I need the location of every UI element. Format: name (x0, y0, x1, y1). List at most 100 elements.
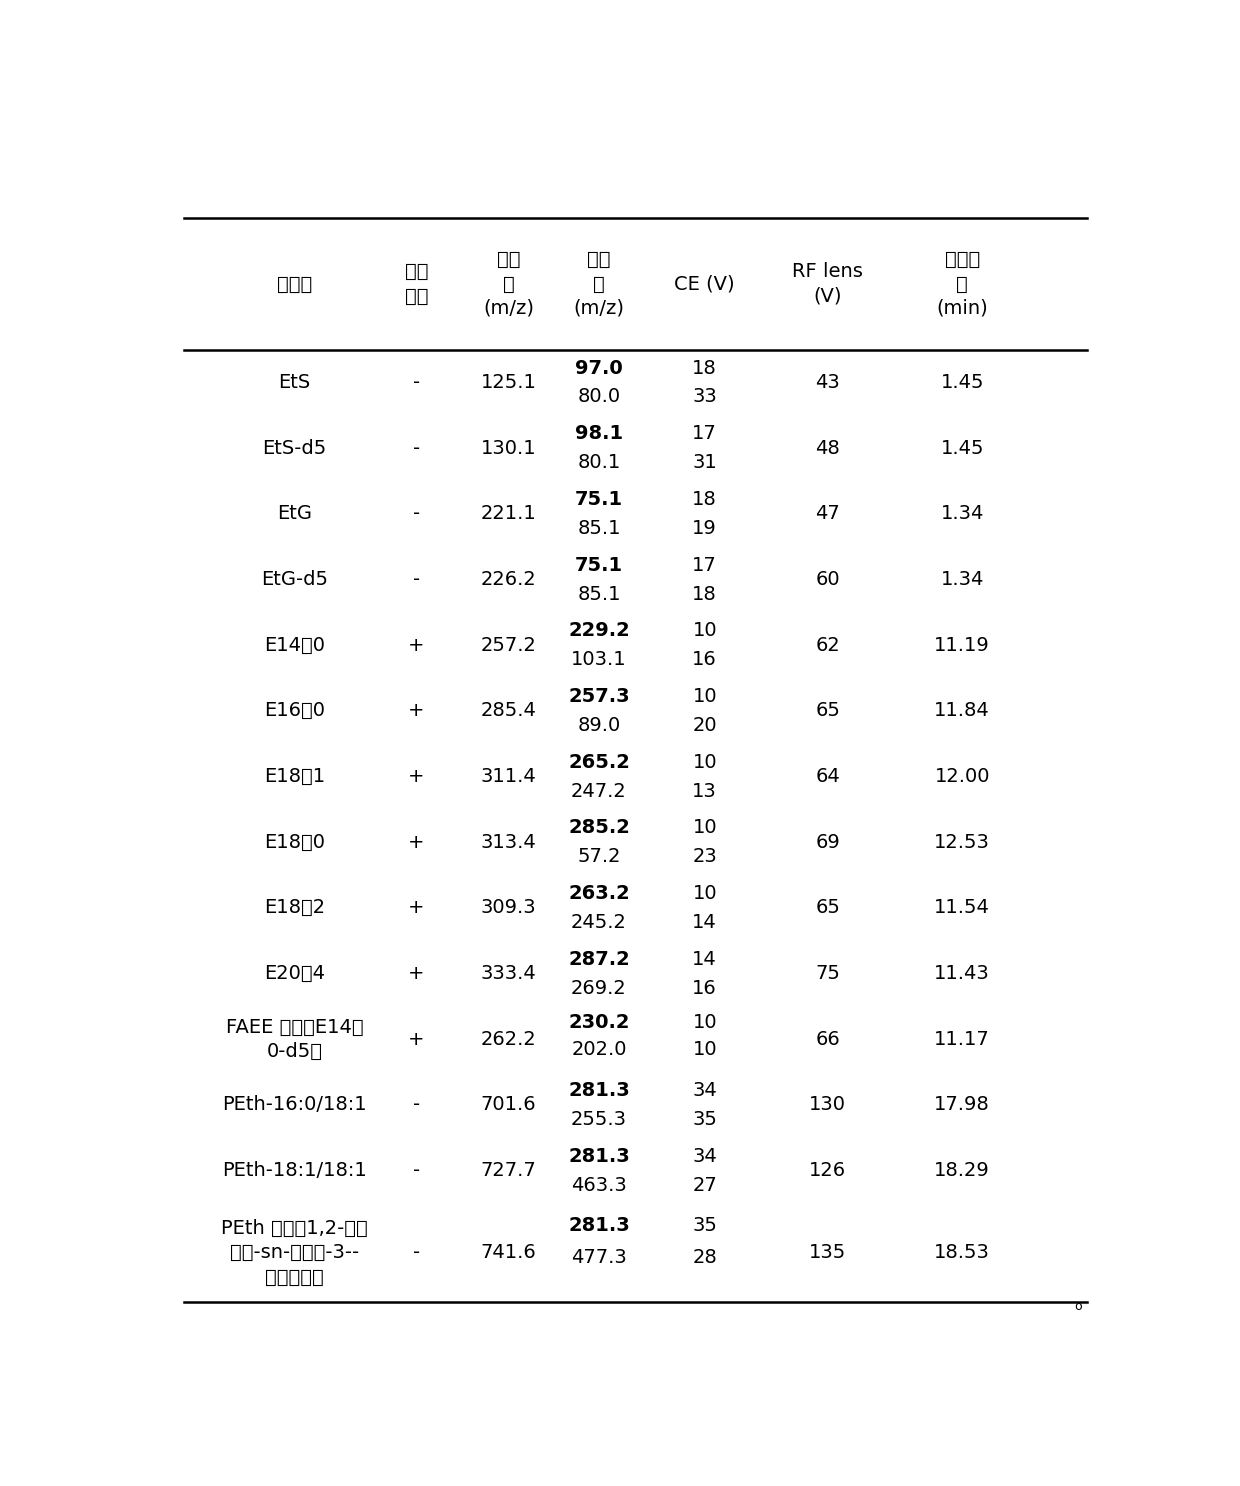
Text: 1.45: 1.45 (940, 438, 985, 458)
Text: E20：4: E20：4 (264, 964, 325, 984)
Text: 287.2: 287.2 (568, 950, 630, 969)
Text: 130: 130 (810, 1095, 846, 1114)
Text: 10: 10 (692, 884, 717, 903)
Text: 89.0: 89.0 (578, 716, 620, 736)
Text: 18: 18 (692, 358, 717, 377)
Text: -: - (413, 1244, 420, 1262)
Text: 27: 27 (692, 1175, 717, 1195)
Text: -: - (413, 571, 420, 588)
Text: +: + (408, 832, 424, 851)
Text: 18: 18 (692, 490, 717, 508)
Text: 97.0: 97.0 (575, 358, 622, 377)
Text: 98.1: 98.1 (575, 425, 622, 443)
Text: 13: 13 (692, 782, 717, 801)
Text: PEth-16:0/18:1: PEth-16:0/18:1 (222, 1095, 367, 1114)
Text: EtS: EtS (278, 373, 310, 392)
Text: 135: 135 (808, 1244, 847, 1262)
Text: 265.2: 265.2 (568, 752, 630, 771)
Text: 103.1: 103.1 (572, 651, 626, 669)
Text: 33: 33 (692, 388, 717, 407)
Text: 75: 75 (815, 964, 841, 984)
Text: 子离
子
(m/z): 子离 子 (m/z) (573, 250, 625, 318)
Text: 65: 65 (815, 701, 841, 721)
Text: PEth-18:1/18:1: PEth-18:1/18:1 (222, 1161, 367, 1180)
Text: 保留时
间
(min): 保留时 间 (min) (936, 250, 988, 318)
Text: 269.2: 269.2 (572, 979, 627, 997)
Text: 35: 35 (692, 1216, 717, 1235)
Text: RF lens
(V): RF lens (V) (792, 263, 863, 306)
Text: 17: 17 (692, 425, 717, 443)
Text: 11.54: 11.54 (934, 899, 991, 917)
Text: 10: 10 (692, 752, 717, 771)
Text: 75.1: 75.1 (575, 556, 622, 575)
Text: +: + (408, 636, 424, 655)
Text: 226.2: 226.2 (481, 571, 537, 588)
Text: EtG-d5: EtG-d5 (260, 571, 327, 588)
Text: 14: 14 (692, 950, 717, 969)
Text: 333.4: 333.4 (481, 964, 537, 984)
Text: -: - (413, 1161, 420, 1180)
Text: 离子
模式: 离子 模式 (404, 263, 428, 306)
Text: 43: 43 (816, 373, 839, 392)
Text: 85.1: 85.1 (578, 584, 621, 603)
Text: E14：0: E14：0 (264, 636, 325, 655)
Text: -: - (413, 1095, 420, 1114)
Text: 28: 28 (692, 1248, 717, 1268)
Text: 281.3: 281.3 (568, 1216, 630, 1235)
Text: 285.2: 285.2 (568, 819, 630, 837)
Text: 14: 14 (692, 912, 717, 932)
Text: 17: 17 (692, 556, 717, 575)
Text: +: + (408, 964, 424, 984)
Text: -: - (413, 373, 420, 392)
Text: 16: 16 (692, 651, 717, 669)
Text: 221.1: 221.1 (481, 504, 537, 523)
Text: 80.1: 80.1 (578, 453, 620, 473)
Text: 230.2: 230.2 (568, 1013, 630, 1033)
Text: E18：0: E18：0 (264, 832, 325, 851)
Text: 477.3: 477.3 (572, 1248, 627, 1268)
Text: 18.53: 18.53 (934, 1244, 991, 1262)
Text: 311.4: 311.4 (481, 767, 537, 786)
Text: 202.0: 202.0 (572, 1040, 626, 1058)
Text: o: o (1075, 1300, 1083, 1314)
Text: -: - (413, 438, 420, 458)
Text: 75.1: 75.1 (575, 490, 622, 508)
Text: 57.2: 57.2 (578, 847, 621, 866)
Text: 48: 48 (816, 438, 839, 458)
Text: 47: 47 (816, 504, 839, 523)
Text: 12.00: 12.00 (935, 767, 990, 786)
Text: 1.34: 1.34 (941, 571, 983, 588)
Text: 130.1: 130.1 (481, 438, 537, 458)
Text: 257.3: 257.3 (568, 687, 630, 706)
Text: 229.2: 229.2 (568, 621, 630, 640)
Text: 85.1: 85.1 (578, 519, 621, 538)
Text: 11.17: 11.17 (935, 1030, 990, 1049)
Text: E16：0: E16：0 (264, 701, 325, 721)
Text: 34: 34 (692, 1147, 717, 1165)
Text: 263.2: 263.2 (568, 884, 630, 903)
Text: 20: 20 (692, 716, 717, 736)
Text: 66: 66 (816, 1030, 839, 1049)
Text: 60: 60 (816, 571, 839, 588)
Text: EtS-d5: EtS-d5 (262, 438, 326, 458)
Text: +: + (408, 899, 424, 917)
Text: 母离
子
(m/z): 母离 子 (m/z) (484, 250, 534, 318)
Text: FAEE 内标（E14：
0-d5）: FAEE 内标（E14： 0-d5） (226, 1018, 363, 1061)
Text: 19: 19 (692, 519, 717, 538)
Text: 1.34: 1.34 (941, 504, 983, 523)
Text: 245.2: 245.2 (572, 912, 627, 932)
Text: 64: 64 (816, 767, 839, 786)
Text: CE (V): CE (V) (675, 275, 735, 294)
Text: 11.84: 11.84 (935, 701, 990, 721)
Text: 69: 69 (816, 832, 839, 851)
Text: 18: 18 (692, 584, 717, 603)
Text: 257.2: 257.2 (481, 636, 537, 655)
Text: 247.2: 247.2 (572, 782, 627, 801)
Text: 11.43: 11.43 (935, 964, 990, 984)
Text: 285.4: 285.4 (481, 701, 537, 721)
Text: 17.98: 17.98 (935, 1095, 990, 1114)
Text: 463.3: 463.3 (572, 1175, 627, 1195)
Text: 1.45: 1.45 (940, 373, 985, 392)
Text: +: + (408, 1030, 424, 1049)
Text: 10: 10 (692, 687, 717, 706)
